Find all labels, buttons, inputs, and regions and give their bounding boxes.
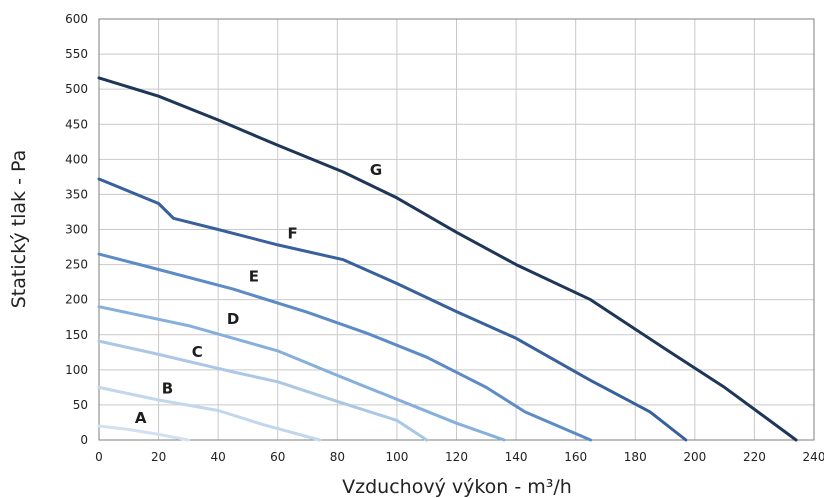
y-tick-label: 400 (65, 152, 88, 166)
x-tick-label: 120 (445, 450, 468, 464)
x-tick-label: 80 (330, 450, 345, 464)
series-line-c (97, 339, 429, 442)
y-tick-label: 350 (65, 187, 88, 201)
x-tick-label: 0 (95, 450, 103, 464)
plot-border (98, 18, 815, 441)
labels-layer: AB C D E F G (135, 161, 382, 427)
x-tick-label: 240 (803, 450, 824, 464)
x-tick-label: 100 (385, 450, 408, 464)
series-layer (97, 76, 798, 442)
y-tick-label: 550 (65, 47, 88, 61)
y-tick-label: 600 (65, 12, 88, 26)
y-tick-label: 500 (65, 82, 88, 96)
x-tick-label: 160 (564, 450, 587, 464)
series-label-a: A (135, 409, 147, 427)
series-label-f: F (288, 225, 298, 243)
axes-layer: 0 20 40 60 80 100 120 140 160 180 200 220 240 0 50 100 1… (65, 12, 824, 464)
series-line-f (97, 177, 688, 442)
y-tick-label: 200 (65, 293, 88, 307)
series-label-d: D (227, 310, 239, 328)
y-tick-label: 450 (65, 117, 88, 131)
x-tick-label: 40 (211, 450, 226, 464)
series-line-b (97, 385, 321, 442)
series-line-e (97, 252, 593, 442)
series-label-e: E (249, 267, 259, 285)
x-tick-label: 20 (151, 450, 166, 464)
x-tick-label: 140 (505, 450, 528, 464)
y-tick-label: 100 (65, 363, 88, 377)
x-tick-label: 200 (683, 450, 706, 464)
series-line-g (97, 76, 798, 442)
series-label-b: B (162, 380, 173, 398)
x-tick-label: 180 (624, 450, 647, 464)
x-tick-label: 220 (743, 450, 766, 464)
y-tick-label: 50 (73, 398, 88, 412)
y-tick-label: 0 (80, 433, 88, 447)
series-label-c: C (192, 343, 203, 361)
y-tick-label: 150 (65, 328, 88, 342)
series-line-d (97, 305, 506, 442)
x-axis-title: Vzduchový výkon - m³/h (342, 476, 572, 498)
series-line-a (97, 424, 190, 442)
series-label-g: G (370, 161, 382, 179)
x-tick-label: 60 (270, 450, 285, 464)
y-tick-label: 250 (65, 258, 88, 272)
y-tick-label: 300 (65, 223, 88, 237)
y-axis-title: Statický tlak - Pa (8, 150, 30, 309)
